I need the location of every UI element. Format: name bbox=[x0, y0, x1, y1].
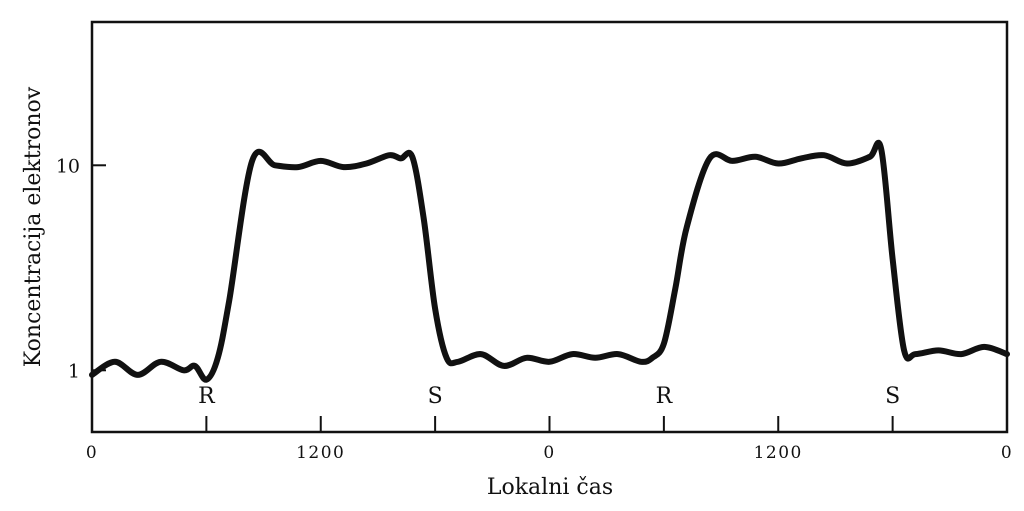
marker-label: R bbox=[198, 384, 216, 409]
plot-frame bbox=[90, 20, 1009, 434]
x-axis-label: Lokalni čas bbox=[487, 475, 613, 500]
x-tick-label: 1200 bbox=[754, 443, 803, 463]
marker-label: R bbox=[656, 384, 674, 409]
marker-label: S bbox=[885, 384, 900, 409]
y-tick-label: 10 bbox=[56, 155, 80, 177]
x-tick-label: 1200 bbox=[296, 443, 345, 463]
y-axis-label: Koncentracija elektronov bbox=[21, 86, 46, 367]
y-tick-label: 1 bbox=[68, 360, 80, 382]
marker-label: S bbox=[428, 384, 443, 409]
series-line bbox=[89, 139, 1010, 383]
x-tick-label: 0 bbox=[86, 443, 98, 463]
x-tick-label: 0 bbox=[1001, 443, 1013, 463]
x-tick-label: 0 bbox=[543, 443, 555, 463]
